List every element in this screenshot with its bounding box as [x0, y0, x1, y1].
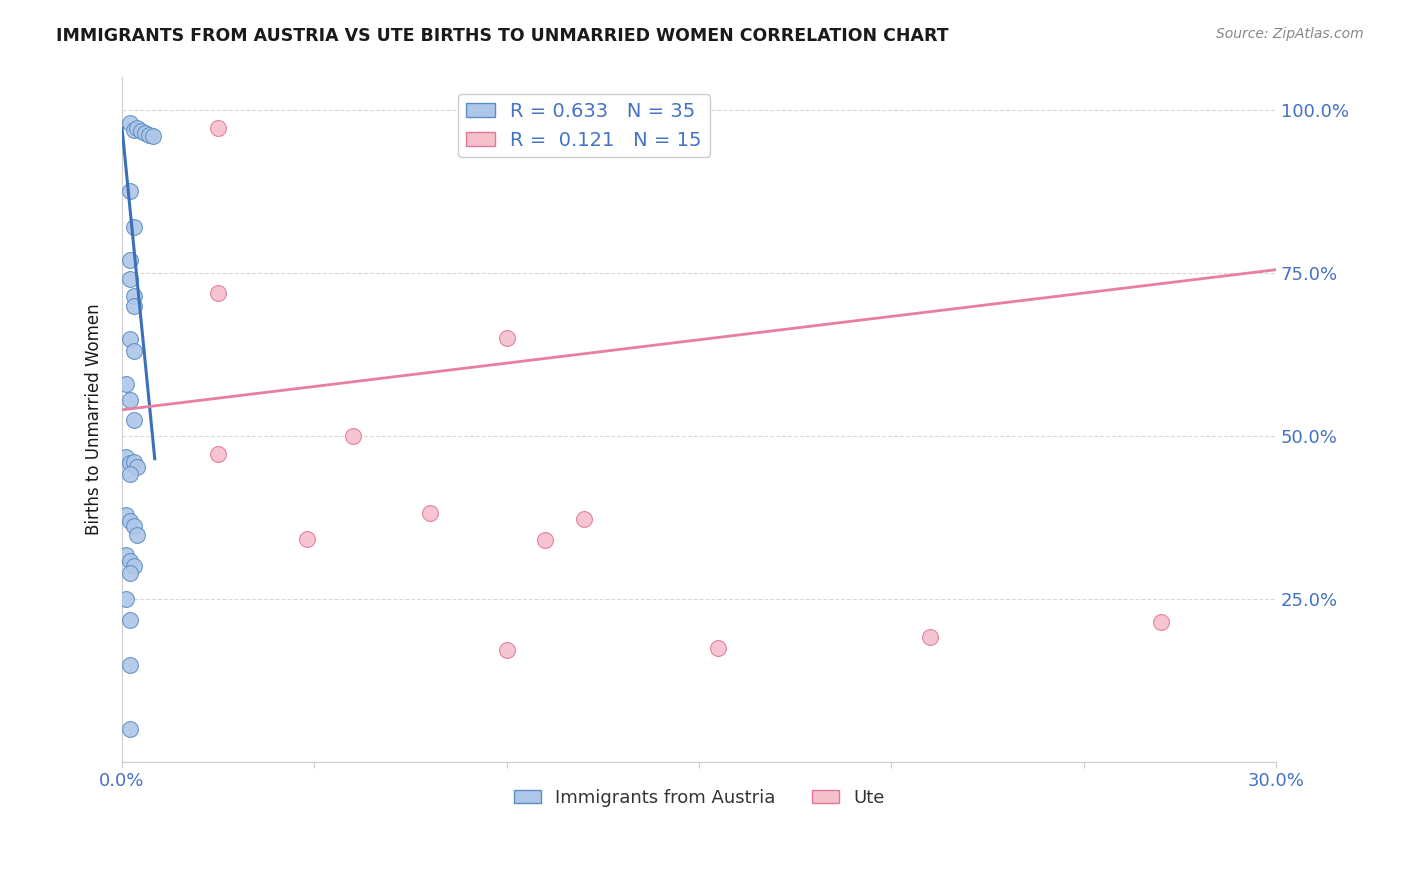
Point: [295, 532, 318, 546]
Point: [118, 722, 141, 736]
Point: [118, 116, 141, 130]
Point: [115, 376, 138, 391]
Point: [127, 528, 149, 542]
Point: [118, 333, 141, 347]
Point: [138, 128, 160, 142]
Point: [572, 512, 595, 526]
Point: [115, 548, 138, 562]
Point: [122, 122, 145, 136]
Point: [118, 185, 141, 199]
Point: [115, 508, 138, 523]
Point: [115, 450, 138, 464]
Y-axis label: Births to Unmarried Women: Births to Unmarried Women: [86, 304, 103, 535]
Point: [142, 129, 165, 144]
Point: [419, 506, 441, 520]
Point: [134, 126, 156, 140]
Legend: Immigrants from Austria, Ute: Immigrants from Austria, Ute: [506, 782, 891, 814]
Point: [118, 554, 141, 568]
Point: [207, 285, 229, 300]
Point: [918, 630, 941, 644]
Point: [122, 344, 145, 359]
Point: [118, 392, 141, 407]
Point: [534, 533, 557, 548]
Point: [118, 252, 141, 267]
Point: [122, 220, 145, 235]
Point: [495, 331, 517, 345]
Text: IMMIGRANTS FROM AUSTRIA VS UTE BIRTHS TO UNMARRIED WOMEN CORRELATION CHART: IMMIGRANTS FROM AUSTRIA VS UTE BIRTHS TO…: [56, 27, 949, 45]
Point: [342, 429, 364, 443]
Point: [118, 613, 141, 627]
Point: [115, 591, 138, 606]
Point: [118, 566, 141, 580]
Point: [122, 299, 145, 313]
Point: [707, 640, 730, 655]
Text: Source: ZipAtlas.com: Source: ZipAtlas.com: [1216, 27, 1364, 41]
Point: [118, 456, 141, 470]
Point: [122, 289, 145, 303]
Point: [122, 412, 145, 426]
Point: [118, 514, 141, 528]
Point: [118, 272, 141, 286]
Point: [118, 658, 141, 673]
Point: [127, 121, 149, 136]
Point: [122, 455, 145, 469]
Point: [129, 124, 152, 138]
Point: [207, 447, 229, 461]
Point: [122, 559, 145, 574]
Point: [127, 460, 149, 475]
Point: [122, 519, 145, 533]
Point: [495, 642, 517, 657]
Point: [118, 467, 141, 481]
Point: [1149, 615, 1171, 629]
Point: [207, 121, 229, 136]
